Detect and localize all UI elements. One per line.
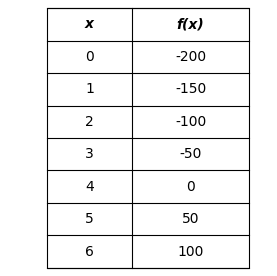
Text: 3: 3 [85,147,94,161]
Text: f(x): f(x) [177,17,204,31]
Text: 2: 2 [85,115,94,129]
Text: 4: 4 [85,180,94,194]
Text: -100: -100 [175,115,206,129]
Text: 6: 6 [85,245,94,259]
Text: -50: -50 [179,147,202,161]
Text: 100: 100 [178,245,204,259]
Text: -200: -200 [175,50,206,64]
Text: -150: -150 [175,82,206,96]
Text: 5: 5 [85,212,94,226]
Text: 0: 0 [186,180,195,194]
Text: x: x [85,17,94,31]
Text: 0: 0 [85,50,94,64]
Text: 50: 50 [182,212,199,226]
Text: 1: 1 [85,82,94,96]
Bar [47,8,249,268]
